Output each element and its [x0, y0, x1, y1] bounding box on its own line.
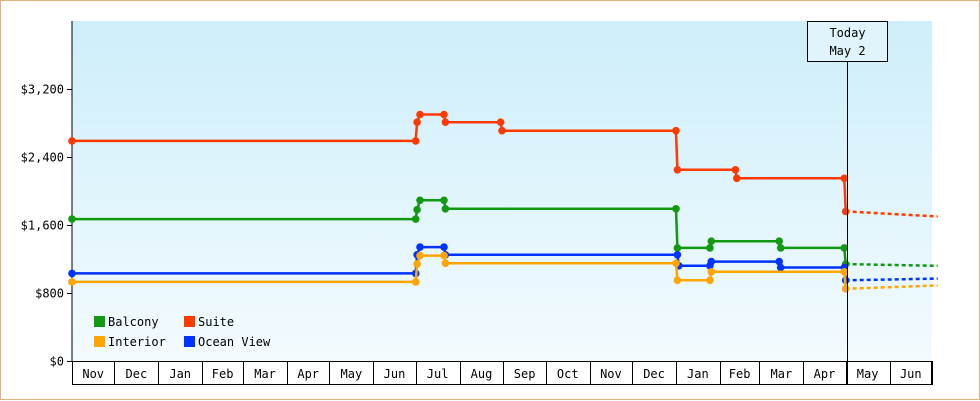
data-point-suite	[68, 137, 76, 145]
forecast-line-ocean-view	[845, 277, 938, 282]
data-point-suite	[416, 110, 424, 119]
legend-label-ocean-view: Ocean View	[198, 335, 271, 349]
data-point-balcony	[673, 244, 682, 252]
data-point-ocean-view	[707, 257, 716, 266]
data-point-balcony	[413, 205, 421, 214]
data-point-ocean-view	[416, 243, 424, 251]
x-tick-label: Jul	[427, 367, 449, 381]
data-point-balcony	[411, 215, 420, 223]
plot-background	[72, 21, 932, 361]
data-point-interior	[707, 268, 716, 276]
x-tick-label: Nov	[600, 367, 622, 381]
x-tick-label: Aug	[471, 367, 493, 381]
data-point-interior	[673, 276, 682, 285]
data-point-interior	[672, 259, 680, 268]
x-tick-label: Sep	[514, 367, 536, 381]
today-box	[807, 21, 888, 62]
data-point-suite	[841, 207, 850, 216]
data-point-ocean-view	[440, 243, 448, 251]
data-point-suite	[672, 126, 680, 135]
legend: Balcony Suite Interior Ocean View	[94, 315, 271, 349]
data-point-suite	[498, 126, 506, 135]
data-point-interior	[416, 251, 424, 260]
data-point-balcony	[840, 244, 849, 252]
data-point-balcony	[707, 237, 716, 245]
data-point-suite	[441, 118, 450, 126]
x-tick-label: Feb	[729, 367, 751, 381]
data-point-interior	[440, 251, 448, 260]
data-point-suite	[413, 118, 421, 126]
data-point-interior	[441, 259, 450, 268]
x-tick-label: Dec	[126, 367, 148, 381]
data-point-ocean-view	[68, 269, 76, 278]
data-point-suite	[673, 166, 682, 174]
x-tick-label: Jun	[900, 367, 922, 381]
data-point-balcony	[440, 196, 448, 205]
forecast-line-suite	[845, 210, 938, 218]
data-point-interior	[840, 268, 849, 276]
y-tick-label: $2,400	[21, 151, 64, 165]
x-axis-band	[72, 361, 932, 385]
series-layer	[68, 110, 938, 293]
today-marker: Today May 2	[807, 21, 888, 385]
legend-swatch-suite	[184, 316, 195, 327]
forecast-line-balcony	[845, 262, 938, 268]
x-tick-label: Mar	[254, 367, 276, 381]
legend-swatch-balcony	[94, 316, 105, 327]
x-tick-label: Jan	[169, 367, 191, 381]
today-date: May 2	[829, 44, 865, 58]
today-label: Today	[829, 26, 865, 40]
legend-swatch-interior	[94, 336, 105, 347]
data-point-suite	[733, 174, 741, 183]
x-tick-label: May	[341, 367, 363, 381]
data-point-balcony	[416, 196, 424, 205]
x-tick-label: Apr	[814, 367, 836, 381]
forecast-line-interior	[845, 284, 938, 291]
data-point-interior	[841, 285, 850, 293]
data-point-ocean-view	[776, 263, 785, 272]
legend-swatch-ocean-view	[184, 336, 195, 347]
x-tick-label: Nov	[82, 367, 104, 381]
x-tick-label: Jun	[384, 367, 406, 381]
data-point-balcony	[68, 215, 76, 223]
data-point-suite	[440, 110, 448, 119]
x-tick-label: Mar	[771, 367, 793, 381]
y-tick-label: $0	[50, 355, 64, 369]
data-point-balcony	[775, 237, 783, 245]
data-point-balcony	[672, 205, 680, 213]
x-tick-label: Apr	[297, 367, 319, 381]
legend-label-balcony: Balcony	[108, 315, 159, 329]
y-tick-label: $1,600	[21, 219, 64, 233]
legend-label-suite: Suite	[198, 315, 234, 329]
data-point-suite	[840, 174, 849, 183]
data-point-suite	[731, 166, 740, 174]
data-point-suite	[496, 118, 505, 126]
data-point-ocean-view	[673, 251, 682, 259]
data-point-balcony	[776, 244, 785, 252]
data-point-ocean-view	[775, 257, 783, 266]
y-tick-label: $800	[35, 287, 64, 301]
data-point-suite	[411, 137, 420, 145]
x-axis: Nov Dec Jan Feb Mar Apr May Jun Jul Aug Sep Oct Nov D…	[72, 361, 933, 385]
data-point-interior	[706, 276, 714, 285]
x-tick-label: Jan	[687, 367, 709, 381]
x-tick-label: May	[857, 367, 879, 381]
x-tick-label: Feb	[212, 367, 234, 381]
data-point-interior	[411, 278, 420, 286]
x-tick-label: Oct	[557, 367, 579, 381]
y-tick-label: $3,200	[21, 83, 64, 97]
y-axis: $0 $800 $1,600 $2,400 $3,200	[21, 21, 73, 369]
data-point-balcony	[706, 244, 714, 252]
data-point-interior	[68, 278, 76, 286]
legend-label-interior: Interior	[108, 335, 166, 349]
data-point-interior	[413, 260, 421, 268]
x-tick-label: Dec	[643, 367, 665, 381]
data-point-balcony	[441, 205, 450, 213]
